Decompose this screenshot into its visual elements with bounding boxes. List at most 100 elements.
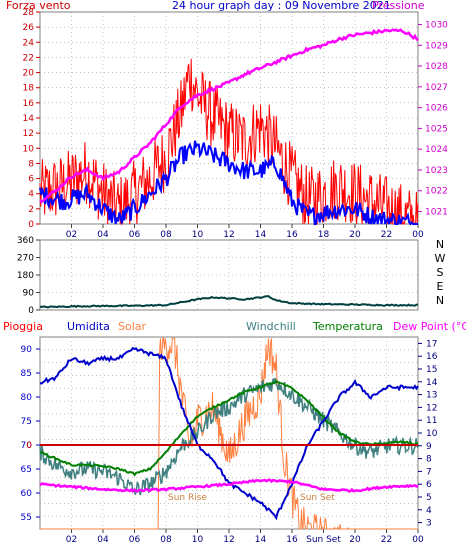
right-tick-label: 13 bbox=[426, 391, 437, 401]
x-tick-label: 18 bbox=[318, 230, 330, 240]
x-tick-label: 10 bbox=[192, 535, 204, 545]
x-tick-label: 04 bbox=[97, 230, 109, 240]
chart3-left-ticks: 55 60 65 70 75 80 85 90 bbox=[21, 345, 40, 523]
left-tick-label: 60 bbox=[21, 489, 33, 499]
left-tick-label: 28 bbox=[23, 8, 35, 18]
x-tick-label: 04 bbox=[97, 535, 109, 545]
series-dew-point bbox=[39, 478, 419, 494]
right-tick-label: 1028 bbox=[425, 62, 448, 72]
left-tick-label: 0 bbox=[28, 306, 34, 316]
left-tick-label: 18 bbox=[23, 84, 35, 94]
left-tick-label: 12 bbox=[23, 129, 34, 139]
series-forza-vento bbox=[39, 58, 419, 226]
chart1-right-axis-label: Pressione bbox=[372, 0, 425, 12]
right-tick-label: 1026 bbox=[425, 104, 448, 114]
series-direzione-vento bbox=[39, 295, 419, 309]
right-tick-label: 1029 bbox=[425, 41, 448, 51]
series-raffica bbox=[39, 140, 418, 226]
right-tick-label: 14 bbox=[426, 378, 438, 388]
compass-label: S bbox=[437, 266, 444, 279]
left-tick-label: 75 bbox=[21, 417, 32, 427]
right-tick-label: 9 bbox=[426, 442, 432, 452]
left-tick-label: 360 bbox=[17, 236, 34, 246]
left-tick-label: 270 bbox=[17, 254, 34, 264]
x-tick-label: 16 bbox=[286, 230, 298, 240]
left-tick-label: 85 bbox=[21, 369, 32, 379]
x-tick-label: 12 bbox=[223, 230, 234, 240]
compass-label: E bbox=[437, 280, 444, 293]
x-tick-label: 20 bbox=[349, 535, 361, 545]
right-tick-label: 1024 bbox=[425, 145, 448, 155]
legend-entry: Umidita bbox=[67, 320, 110, 333]
left-tick-label: 80 bbox=[21, 393, 33, 403]
chart3-grid bbox=[40, 337, 418, 529]
chart2-left-ticks: 0 90 180 270 360 bbox=[17, 236, 40, 316]
left-tick-label: 0 bbox=[28, 220, 34, 230]
compass-label: W bbox=[435, 252, 446, 265]
series-umidita bbox=[39, 346, 419, 521]
series-temperatura bbox=[39, 379, 419, 477]
compass-label: N bbox=[436, 238, 444, 251]
left-tick-label: 14 bbox=[23, 114, 35, 124]
legend-entry: Solar bbox=[118, 320, 147, 333]
chart3-x-ticks: 02 04 06 08 10 12 14 16 Sun Set 20 22 00 bbox=[66, 529, 424, 545]
chart1-x-ticks: 02 04 06 08 10 12 14 16 18 20 22 00 bbox=[66, 224, 424, 240]
right-tick-label: 17 bbox=[426, 339, 437, 349]
right-tick-label: 1021 bbox=[425, 208, 448, 218]
right-tick-label: 7 bbox=[426, 467, 432, 477]
x-tick-label: Sun Set bbox=[306, 535, 341, 545]
right-tick-label: 15 bbox=[426, 365, 437, 375]
right-tick-label: 11 bbox=[426, 416, 437, 426]
x-tick-label: 10 bbox=[192, 230, 204, 240]
series-solar bbox=[40, 337, 418, 531]
left-tick-label: 16 bbox=[23, 99, 35, 109]
left-tick-label: 20 bbox=[23, 69, 35, 79]
x-tick-label: 00 bbox=[412, 230, 424, 240]
right-tick-label: 12 bbox=[426, 403, 437, 413]
x-tick-label: 22 bbox=[381, 230, 392, 240]
x-tick-label: 08 bbox=[160, 535, 172, 545]
right-tick-label: 8 bbox=[426, 455, 432, 465]
sun-rise-annotation: Sun Rise bbox=[168, 493, 207, 503]
left-tick-label: 180 bbox=[17, 271, 34, 281]
legend-entry: Pioggia bbox=[3, 320, 43, 333]
right-tick-label: 16 bbox=[426, 352, 438, 362]
right-tick-label: 1023 bbox=[425, 166, 448, 176]
x-tick-label: 06 bbox=[129, 230, 141, 240]
left-tick-label: 10 bbox=[23, 144, 35, 154]
chart1-left-axis-label: Forza vento bbox=[6, 0, 71, 12]
right-tick-label: 5 bbox=[426, 493, 432, 503]
x-tick-label: 14 bbox=[255, 230, 267, 240]
pioggia-zero-marker: 0 bbox=[26, 441, 32, 451]
left-tick-label: 70 bbox=[21, 441, 33, 451]
right-tick-label: 4 bbox=[426, 506, 432, 516]
chart3-right-ticks: 3 4 5 6 7 8 9 10 11 12 13 14 15 16 17 bbox=[418, 339, 438, 529]
x-tick-label: 00 bbox=[412, 535, 424, 545]
left-tick-label: 22 bbox=[23, 53, 34, 63]
x-tick-label: 16 bbox=[286, 535, 298, 545]
right-tick-label: 1022 bbox=[425, 187, 448, 197]
right-tick-label: 1030 bbox=[425, 20, 448, 30]
x-tick-label: 14 bbox=[255, 535, 267, 545]
left-tick-label: 2 bbox=[28, 205, 34, 215]
left-tick-label: 65 bbox=[21, 465, 32, 475]
x-tick-label: 06 bbox=[129, 535, 141, 545]
x-tick-label: 20 bbox=[349, 230, 361, 240]
left-tick-label: 90 bbox=[23, 289, 35, 299]
right-tick-label: 10 bbox=[426, 429, 438, 439]
compass-label: N bbox=[436, 294, 444, 307]
chart3-legend: Pioggia Umidita Solar Windchill Temperatura D… bbox=[3, 320, 466, 333]
legend-entry: Windchill bbox=[246, 320, 296, 333]
x-tick-label: 22 bbox=[381, 535, 392, 545]
x-tick-label: 12 bbox=[223, 535, 234, 545]
left-tick-label: 26 bbox=[23, 23, 35, 33]
left-tick-label: 55 bbox=[21, 513, 32, 523]
x-tick-label: 08 bbox=[160, 230, 172, 240]
sun-set-annotation: Sun Set bbox=[300, 493, 335, 503]
right-tick-label: 1027 bbox=[425, 83, 448, 93]
left-tick-label: 90 bbox=[21, 345, 33, 355]
